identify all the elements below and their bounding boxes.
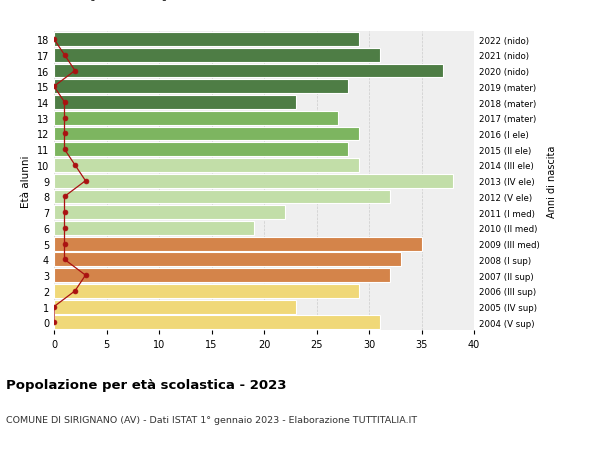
Bar <box>54 300 296 314</box>
Bar <box>54 174 453 188</box>
Bar <box>54 206 285 219</box>
Bar <box>54 64 443 78</box>
Bar <box>54 190 390 204</box>
Bar <box>54 237 421 251</box>
Bar <box>54 316 380 330</box>
Bar <box>54 80 348 94</box>
Text: COMUNE DI SIRIGNANO (AV) - Dati ISTAT 1° gennaio 2023 - Elaborazione TUTTITALIA.: COMUNE DI SIRIGNANO (AV) - Dati ISTAT 1°… <box>6 415 417 425</box>
Legend: Sec. II grado, Sec. I grado, Scuola Primaria, Scuola Infanzia, Asilo Nido, Stran: Sec. II grado, Sec. I grado, Scuola Prim… <box>45 0 483 5</box>
Bar <box>54 112 337 125</box>
Bar <box>54 127 359 141</box>
Bar <box>54 33 359 47</box>
Y-axis label: Anni di nascita: Anni di nascita <box>547 145 557 218</box>
Bar <box>54 49 380 62</box>
Bar <box>54 269 390 282</box>
Bar <box>54 253 401 267</box>
Bar <box>54 96 296 110</box>
Bar <box>54 222 254 235</box>
Bar <box>54 159 359 173</box>
Text: Popolazione per età scolastica - 2023: Popolazione per età scolastica - 2023 <box>6 379 287 392</box>
Bar <box>54 143 348 157</box>
Y-axis label: Età alunni: Età alunni <box>21 155 31 207</box>
Bar <box>54 284 359 298</box>
